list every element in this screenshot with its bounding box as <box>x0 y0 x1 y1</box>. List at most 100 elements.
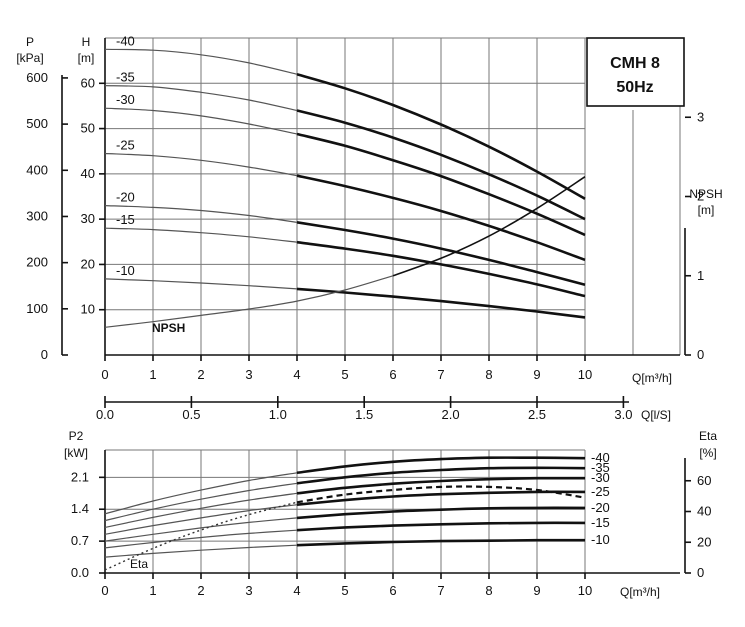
head-10-curve <box>296 287 586 319</box>
power-40-curve-thin <box>104 472 298 515</box>
power-series-label: -15 <box>591 515 610 530</box>
x-tick-label: 0 <box>101 367 108 382</box>
power-40-curve <box>296 456 586 475</box>
ls-tick-label: 2.5 <box>528 407 546 422</box>
h-tick-label: 50 <box>81 121 95 136</box>
npsh-tick-label: 1 <box>697 268 704 283</box>
eta-tick-label: 40 <box>697 504 711 519</box>
power-series-label: -25 <box>591 484 610 499</box>
head-10-curve-thin <box>104 278 298 290</box>
power-25-curve-thin <box>104 504 298 535</box>
power-series-label: -10 <box>591 532 610 547</box>
x-tick-label: 7 <box>437 367 444 382</box>
head-series-label: -30 <box>116 92 135 107</box>
x-tick-label: 3 <box>245 583 252 598</box>
x-tick-label: 10 <box>578 367 592 382</box>
p-tick-label: 0 <box>41 347 48 362</box>
x-tick-label: 4 <box>293 367 300 382</box>
power-30-curve-thin <box>104 492 298 528</box>
power-series-label: -20 <box>591 500 610 515</box>
x-tick-label: 1 <box>149 583 156 598</box>
x-tick-label: 2 <box>197 583 204 598</box>
x-tick-label: 6 <box>389 367 396 382</box>
head-30-curve-thin <box>104 107 298 135</box>
p-axis-title: P <box>26 35 34 49</box>
tick-labels: 0 1 2 3 4 5 6 7 8 9 101020304050600100200300400500… <box>26 33 711 598</box>
power-20-curve <box>296 506 586 520</box>
x-tick-label: 9 <box>533 367 540 382</box>
eta-tick-label: 60 <box>697 473 711 488</box>
x-tick-label: 6 <box>389 583 396 598</box>
head-series-label: -10 <box>116 263 135 278</box>
eta-tick-label: 0 <box>697 565 704 580</box>
power-series-label: -30 <box>591 470 610 485</box>
power-10-curve <box>296 538 586 547</box>
x-tick-label: 1 <box>149 367 156 382</box>
power-series-label: -35 <box>591 460 610 475</box>
head-series-label: -15 <box>116 212 135 227</box>
head-30-curve <box>296 132 586 237</box>
p2-tick-label: 1.4 <box>71 501 89 516</box>
chart-title: CMH 8 <box>610 55 660 72</box>
p-tick-label: 100 <box>26 301 48 316</box>
eta-curve <box>296 485 586 504</box>
p-tick-label: 300 <box>26 208 48 223</box>
x-tick-label: 3 <box>245 367 252 382</box>
npsh-curve-label: NPSH <box>152 321 185 335</box>
eta-curve-label: Eta <box>130 557 148 571</box>
head-35-curve-thin <box>104 85 298 112</box>
p2-tick-label: 0.7 <box>71 533 89 548</box>
power-15-curve-thin <box>104 529 298 549</box>
x-tick-label: 10 <box>578 583 592 598</box>
q-axis-title-head: Q[m³/h] <box>632 371 672 385</box>
head-20-curve-thin <box>104 205 298 223</box>
x-tick-label: 5 <box>341 367 348 382</box>
head-15-curve <box>296 240 586 298</box>
p-axis-unit: [kPa] <box>16 51 43 65</box>
title-box <box>586 37 685 107</box>
p-tick-label: 500 <box>26 116 48 131</box>
head-25-curve <box>296 174 586 262</box>
curves <box>104 48 586 571</box>
power-20-curve-thin <box>104 517 298 542</box>
head-40-curve <box>296 72 586 200</box>
p-tick-label: 400 <box>26 162 48 177</box>
npsh-tick-label: 0 <box>697 347 704 362</box>
head-series-label: -25 <box>116 137 135 152</box>
head-35-curve <box>296 109 586 221</box>
head-40-curve-thin <box>104 48 298 75</box>
head-series-label: -40 <box>116 33 135 48</box>
h-axis-unit: [m] <box>78 51 95 65</box>
p2-tick-label: 0.0 <box>71 565 89 580</box>
head-20-curve <box>296 221 586 287</box>
h-tick-label: 20 <box>81 256 95 271</box>
h-tick-label: 30 <box>81 211 95 226</box>
p2-tick-label: 2.1 <box>71 469 89 484</box>
p2-axis-title: P2 <box>69 429 84 443</box>
eta-axis-title: Eta <box>699 429 717 443</box>
p-tick-label: 200 <box>26 255 48 270</box>
h-tick-label: 10 <box>81 302 95 317</box>
x-tick-label: 4 <box>293 583 300 598</box>
ls-tick-label: 2.0 <box>442 407 460 422</box>
ls-tick-label: 0.0 <box>96 407 114 422</box>
npsh-axis-unit: [m] <box>698 203 715 217</box>
ls-axis-title: Q[l/S] <box>641 408 671 422</box>
x-tick-label: 8 <box>485 583 492 598</box>
power-15-curve <box>296 521 586 532</box>
npsh-tick-label: 3 <box>697 109 704 124</box>
ls-tick-label: 3.0 <box>614 407 632 422</box>
npsh-axis-title: NPSH <box>689 187 722 201</box>
h-axis-title: H <box>82 35 91 49</box>
x-tick-label: 2 <box>197 367 204 382</box>
head-25-curve-thin <box>104 152 298 177</box>
eta-tick-label: 20 <box>697 534 711 549</box>
ls-tick-label: 1.5 <box>355 407 373 422</box>
power-series-label: -40 <box>591 450 610 465</box>
x-tick-label: 8 <box>485 367 492 382</box>
head-15-curve-thin <box>104 227 298 243</box>
power-25-curve <box>296 490 586 506</box>
power-35-curve <box>296 466 586 485</box>
ls-tick-label: 1.0 <box>269 407 287 422</box>
